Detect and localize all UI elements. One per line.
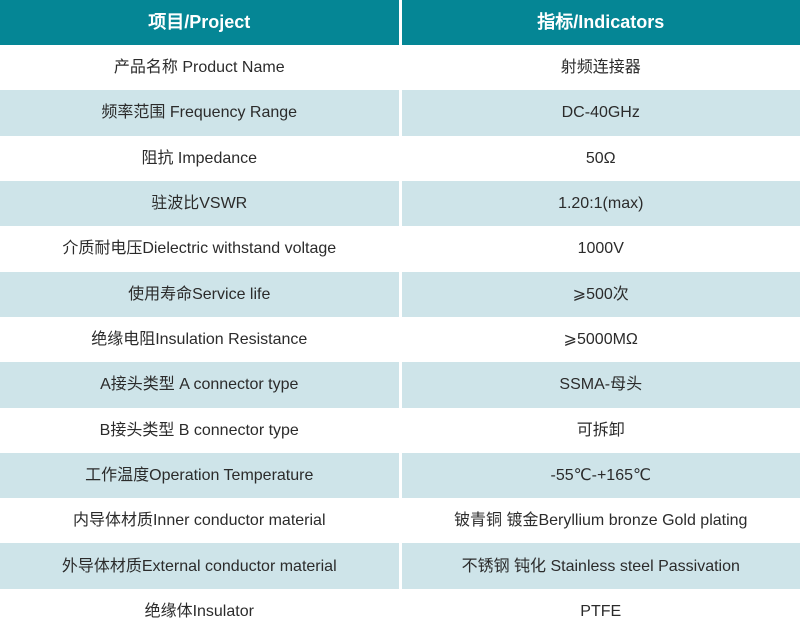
table-row: 阻抗 Impedance 50Ω: [0, 135, 800, 181]
project-cell: B接头类型 B connector type: [0, 407, 402, 453]
header-indicators: 指标/Indicators: [537, 11, 665, 32]
indicator-cell: -55℃-+165℃: [550, 466, 651, 484]
indicator-cell: 铍青铜 镀金Beryllium bronze Gold plating: [454, 512, 748, 530]
indicator-cell: ⩾500次: [572, 285, 629, 303]
project-cell: 驻波比VSWR: [0, 180, 402, 227]
project-cell: 使用寿命Service life: [0, 271, 402, 317]
table-row: A接头类型 A connector type SSMA-母头: [0, 362, 800, 408]
indicator-cell: 1.20:1(max): [558, 195, 644, 212]
project-cell: 外导体材质External conductor material: [0, 543, 402, 589]
project-cell: 介质耐电压Dielectric withstand voltage: [0, 226, 402, 272]
table-row: 绝缘体Insulator PTFE: [0, 588, 800, 634]
header-project: 项目/Project: [0, 0, 402, 45]
table-row: 内导体材质Inner conductor material 铍青铜 镀金Bery…: [0, 498, 800, 544]
indicator-cell: PTFE: [580, 602, 622, 620]
project-cell: 工作温度Operation Temperature: [0, 452, 402, 499]
table-row: 频率范围 Frequency Range DC-40GHz: [0, 90, 800, 136]
table-row: 工作温度Operation Temperature -55℃-+165℃: [0, 452, 800, 499]
table-row: 驻波比VSWR 1.20:1(max): [0, 180, 800, 227]
indicator-cell: 50Ω: [585, 149, 616, 167]
table-row: 使用寿命Service life ⩾500次: [0, 271, 800, 317]
project-cell: 阻抗 Impedance: [0, 135, 402, 181]
table-row: 外导体材质External conductor material 不锈钢 钝化 …: [0, 543, 800, 589]
indicator-cell: 1000V: [577, 240, 624, 258]
project-cell: 内导体材质Inner conductor material: [0, 498, 402, 544]
table-row: B接头类型 B connector type 可拆卸: [0, 407, 800, 453]
project-cell: 绝缘电阻Insulation Resistance: [0, 316, 402, 363]
table-row: 绝缘电阻Insulation Resistance ⩾5000MΩ: [0, 316, 800, 363]
table-row: 介质耐电压Dielectric withstand voltage 1000V: [0, 226, 800, 272]
project-cell: 频率范围 Frequency Range: [0, 90, 402, 136]
project-cell: A接头类型 A connector type: [0, 362, 402, 408]
indicator-cell: DC-40GHz: [561, 104, 640, 122]
indicator-cell: 可拆卸: [576, 421, 625, 439]
project-cell: 产品名称 Product Name: [0, 45, 402, 91]
indicator-cell: 射频连接器: [560, 59, 641, 77]
table-header-row: 项目/Project 指标/Indicators: [0, 0, 800, 45]
table-row: 产品名称 Product Name 射频连接器: [0, 45, 800, 91]
project-cell: 绝缘体Insulator: [0, 588, 402, 634]
indicator-cell: ⩾5000MΩ: [563, 330, 638, 348]
indicator-cell: SSMA-母头: [559, 376, 643, 394]
indicator-cell: 不锈钢 钝化 Stainless steel Passivation: [461, 557, 740, 575]
